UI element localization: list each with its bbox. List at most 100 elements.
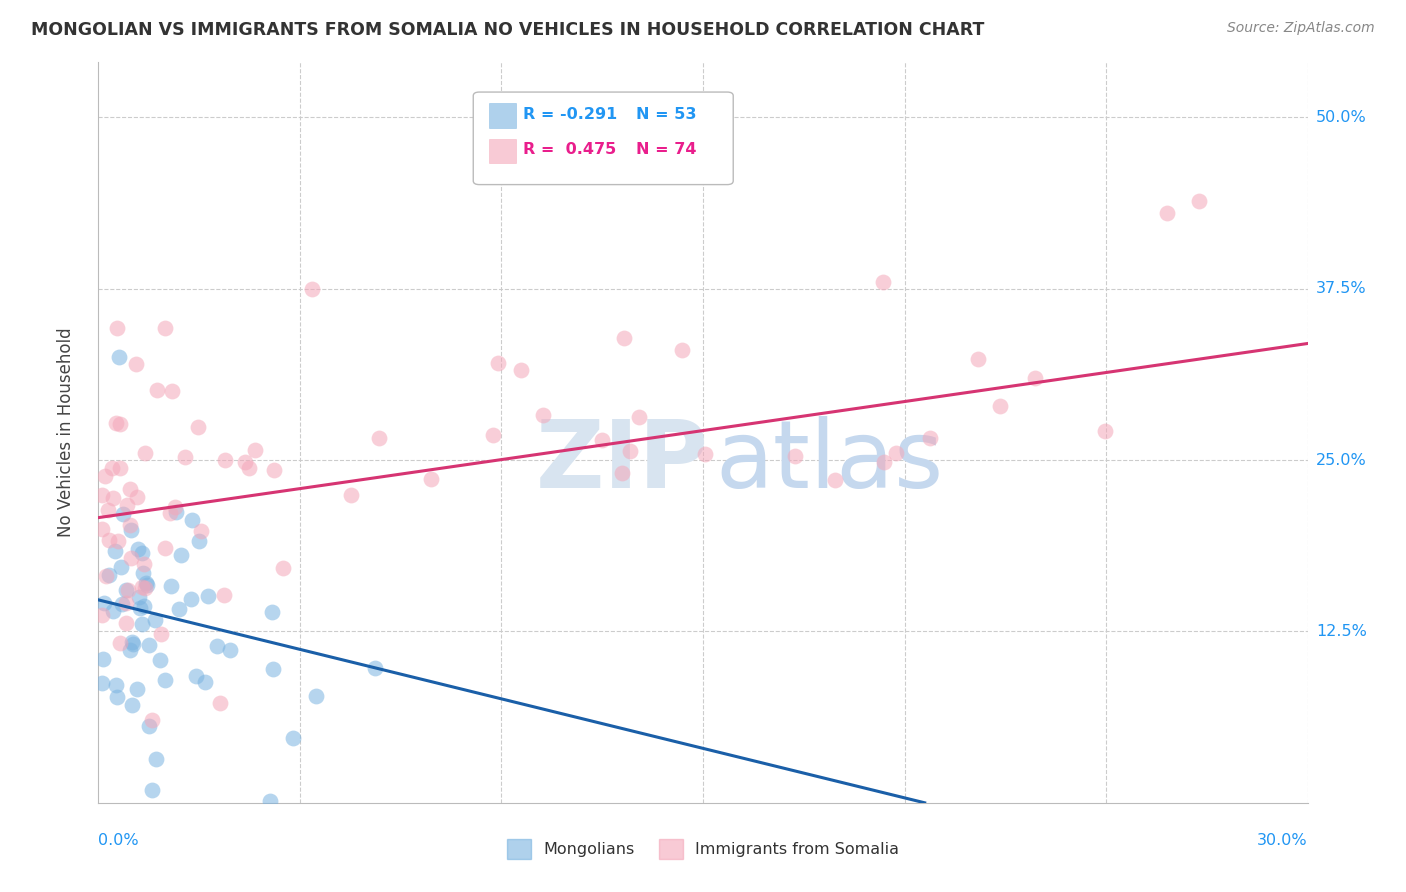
Point — [110, 460, 132, 475]
Point — [97, 567, 120, 582]
Point — [187, 419, 209, 434]
Point — [824, 473, 846, 487]
Point — [127, 490, 149, 504]
Point — [93, 597, 115, 611]
Point — [367, 431, 389, 445]
Point — [114, 615, 136, 630]
FancyBboxPatch shape — [489, 138, 516, 163]
Text: N = 74: N = 74 — [637, 143, 697, 157]
Point — [785, 449, 807, 463]
Point — [104, 678, 127, 692]
Point — [1156, 206, 1178, 220]
Point — [101, 461, 124, 475]
Point — [136, 578, 159, 592]
Point — [180, 513, 202, 527]
Point — [531, 409, 554, 423]
Text: ZIP: ZIP — [536, 417, 709, 508]
Point — [613, 331, 636, 345]
Point — [990, 399, 1012, 413]
Point — [1094, 424, 1116, 438]
Point — [104, 543, 127, 558]
Point — [132, 566, 155, 580]
Point — [509, 363, 531, 377]
Point — [141, 783, 163, 797]
Point — [118, 643, 141, 657]
Point — [1024, 370, 1046, 384]
Point — [146, 383, 169, 397]
Point — [243, 442, 266, 457]
Point — [190, 524, 212, 539]
Point — [110, 636, 132, 650]
Point — [197, 589, 219, 603]
Point — [153, 541, 176, 556]
Point — [131, 617, 153, 632]
Point — [160, 384, 183, 398]
Point — [420, 472, 443, 486]
Point — [873, 455, 896, 469]
Point — [153, 673, 176, 687]
Point — [619, 443, 641, 458]
Point — [105, 321, 128, 335]
Point — [138, 719, 160, 733]
Text: N = 53: N = 53 — [637, 107, 697, 122]
Point — [173, 450, 195, 465]
Point — [101, 491, 124, 506]
Point — [121, 524, 143, 538]
Text: 12.5%: 12.5% — [1316, 624, 1367, 639]
Point — [115, 498, 138, 512]
Point — [482, 428, 505, 442]
Text: 25.0%: 25.0% — [1316, 452, 1367, 467]
Point — [186, 669, 208, 683]
Point — [107, 350, 129, 364]
Point — [134, 599, 156, 614]
Point — [591, 433, 613, 447]
Text: Source: ZipAtlas.com: Source: ZipAtlas.com — [1227, 21, 1375, 35]
Point — [91, 608, 114, 623]
Point — [188, 533, 211, 548]
Point — [238, 460, 260, 475]
Point — [262, 605, 284, 619]
Point — [114, 596, 136, 610]
Point — [208, 696, 231, 710]
Point — [91, 522, 114, 536]
Point — [167, 601, 190, 615]
Point — [111, 597, 134, 611]
Point — [486, 356, 509, 370]
Point — [97, 503, 120, 517]
Point — [125, 357, 148, 371]
Point — [125, 681, 148, 696]
Point — [920, 431, 942, 445]
Point — [163, 500, 186, 515]
Text: MONGOLIAN VS IMMIGRANTS FROM SOMALIA NO VEHICLES IN HOUSEHOLD CORRELATION CHART: MONGOLIAN VS IMMIGRANTS FROM SOMALIA NO … — [31, 21, 984, 38]
Point — [180, 591, 202, 606]
Point — [145, 752, 167, 766]
Point — [149, 627, 172, 641]
Point — [93, 652, 115, 666]
Point — [219, 643, 242, 657]
Point — [301, 282, 323, 296]
Point — [262, 662, 284, 676]
Point — [340, 488, 363, 502]
Point — [872, 275, 894, 289]
Text: 50.0%: 50.0% — [1316, 110, 1367, 125]
Point — [107, 690, 129, 704]
Point — [108, 417, 131, 431]
Text: 0.0%: 0.0% — [98, 833, 139, 848]
Point — [131, 580, 153, 594]
Point — [117, 582, 139, 597]
Point — [671, 343, 693, 357]
Point — [627, 409, 650, 424]
Point — [271, 561, 294, 575]
Point — [966, 351, 988, 366]
Point — [120, 551, 142, 566]
Point — [305, 689, 328, 703]
Point — [134, 581, 156, 595]
Point — [132, 557, 155, 571]
Point — [104, 416, 127, 430]
Point — [1188, 194, 1211, 208]
Point — [170, 549, 193, 563]
FancyBboxPatch shape — [489, 103, 516, 128]
Text: atlas: atlas — [716, 417, 943, 508]
Text: R = -0.291: R = -0.291 — [523, 107, 617, 122]
Point — [121, 635, 143, 649]
